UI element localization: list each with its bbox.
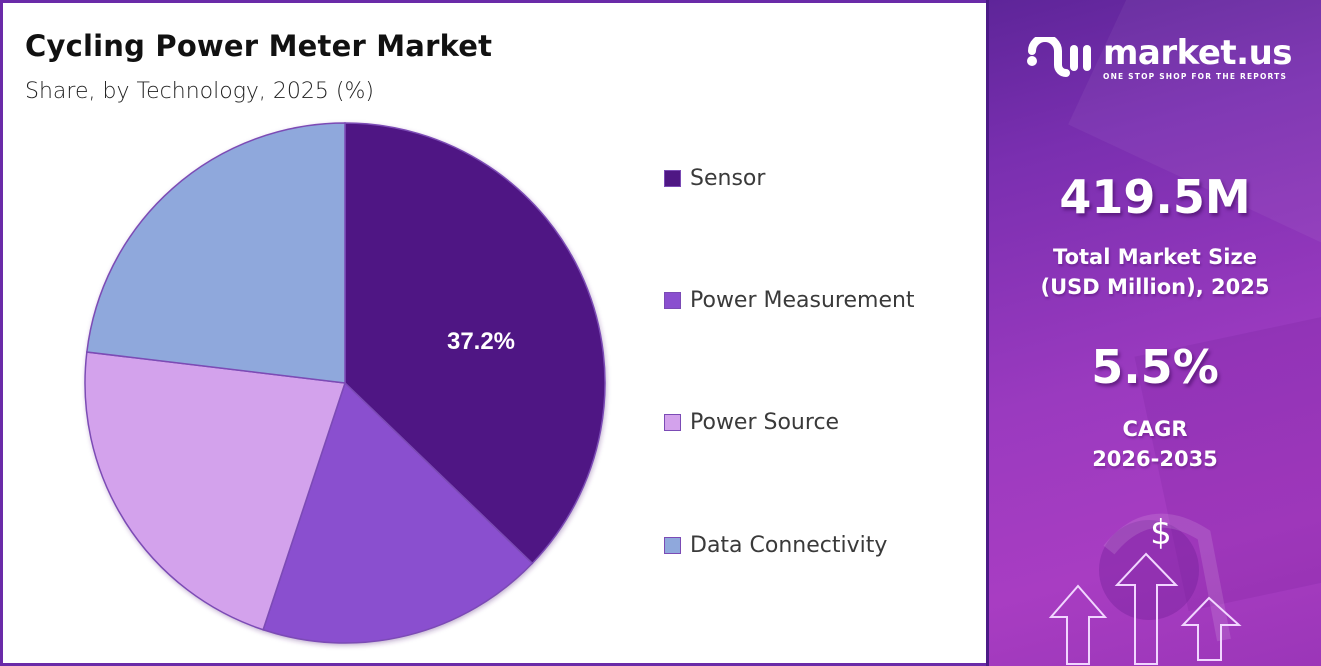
legend-item-power-measurement: Power Measurement <box>664 288 915 313</box>
legend-item-power-source: Power Source <box>664 410 839 435</box>
legend-label: Data Connectivity <box>690 533 888 558</box>
brand-name: market.us <box>1103 33 1293 73</box>
brand-tagline: ONE STOP SHOP FOR THE REPORTS <box>1103 72 1288 81</box>
dollar-growth-arrows-icon: $ <box>1048 513 1242 665</box>
pie-slice-power-source <box>84 351 347 631</box>
pie-slice-sensor <box>344 122 606 565</box>
pie-slice-data-connectivity <box>86 122 346 384</box>
market-size-label-1: Total Market Size <box>1053 245 1257 269</box>
legend-label: Power Measurement <box>690 288 915 313</box>
cagr-value: 5.5% <box>1091 340 1219 394</box>
market-us-logo-icon <box>1027 36 1091 77</box>
legend-label: Power Source <box>690 410 840 435</box>
legend-swatch <box>664 292 681 309</box>
pie-slice-power-measurement <box>262 381 534 644</box>
legend-swatch <box>664 170 681 187</box>
chart-title: Cycling Power Meter Market <box>25 29 493 63</box>
market-size-caption: Total Market Size (USD Million), 2025 <box>989 242 1321 302</box>
market-size-value: 419.5M <box>1059 170 1251 224</box>
cagr-stat: 5.5% <box>989 340 1321 394</box>
brand-logo: market.us ONE STOP SHOP FOR THE REPORTS <box>1025 33 1293 81</box>
market-size-label-2: (USD Million), 2025 <box>1040 275 1270 299</box>
stats-panel: market.us ONE STOP SHOP FOR THE REPORTS … <box>986 0 1321 666</box>
pie-chart: 37.2% <box>84 122 606 644</box>
market-size-stat: 419.5M <box>989 170 1321 224</box>
legend-swatch <box>664 537 681 554</box>
legend-label: Sensor <box>690 166 766 191</box>
chart-subtitle: Share, by Technology, 2025 (%) <box>25 79 374 104</box>
pie-data-label: 37.2% <box>447 328 515 355</box>
cagr-label-2: 2026-2035 <box>1092 447 1218 471</box>
cagr-label-1: CAGR <box>1122 417 1188 441</box>
dollar-sign: $ <box>1150 513 1172 553</box>
legend-item-data-connectivity: Data Connectivity <box>664 533 887 558</box>
cagr-caption: CAGR 2026-2035 <box>989 414 1321 474</box>
legend-swatch <box>664 414 681 431</box>
legend-item-sensor: Sensor <box>664 166 765 191</box>
